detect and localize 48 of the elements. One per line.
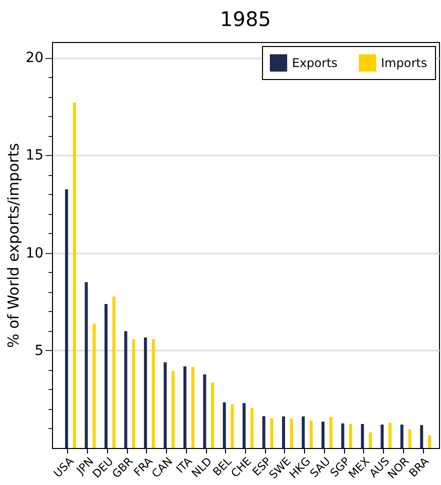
bar — [321, 422, 324, 448]
bar — [349, 424, 352, 448]
chart-title: 1985 — [220, 7, 271, 31]
x-tick-label: BRA — [406, 454, 432, 480]
bar — [152, 339, 155, 448]
bar — [211, 382, 214, 448]
bar — [183, 366, 186, 448]
bar — [191, 366, 194, 448]
bar — [230, 404, 234, 448]
bar — [341, 423, 344, 448]
bar — [388, 422, 392, 448]
bar — [408, 429, 412, 448]
bar — [104, 304, 108, 448]
bar — [172, 371, 175, 448]
bar — [144, 338, 147, 448]
bar — [132, 339, 136, 448]
bar — [368, 432, 372, 448]
bar — [310, 420, 313, 448]
bar — [262, 416, 266, 448]
bar — [250, 408, 254, 448]
bar — [290, 418, 293, 448]
bar — [124, 331, 128, 448]
y-tick-label: 5 — [34, 342, 44, 359]
bar — [360, 424, 364, 448]
bar — [400, 424, 404, 448]
bar — [72, 102, 76, 448]
bar — [65, 189, 68, 448]
bar — [112, 296, 116, 448]
bar — [222, 402, 226, 448]
bar — [164, 362, 167, 448]
legend-label: Exports — [292, 56, 338, 70]
y-tick-label: 20 — [26, 50, 44, 66]
bar — [242, 403, 246, 448]
bar — [92, 324, 96, 448]
y-tick-label: 10 — [26, 245, 44, 262]
y-tick-label: 15 — [26, 148, 44, 164]
legend-label: Imports — [381, 56, 428, 70]
bar — [84, 282, 88, 448]
bar — [270, 418, 274, 448]
bar — [203, 374, 206, 448]
y-axis-title: % of World exports/imports — [4, 142, 23, 348]
bar — [420, 425, 424, 448]
bar — [428, 435, 432, 448]
bar — [282, 416, 286, 448]
x-tick-label: USA — [51, 454, 77, 480]
bar — [302, 416, 305, 448]
bar — [329, 416, 332, 448]
bar — [380, 424, 384, 448]
